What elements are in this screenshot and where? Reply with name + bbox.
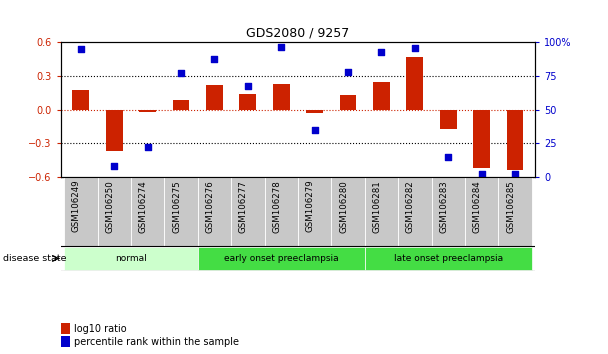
Text: GSM106283: GSM106283 bbox=[439, 180, 448, 233]
Bar bbox=[72, 90, 89, 110]
Text: GSM106280: GSM106280 bbox=[339, 180, 348, 233]
Bar bbox=[407, 57, 423, 110]
Bar bbox=[306, 110, 323, 113]
Bar bbox=[61, 336, 70, 347]
Point bbox=[343, 69, 353, 75]
FancyBboxPatch shape bbox=[298, 177, 331, 246]
FancyBboxPatch shape bbox=[64, 177, 97, 246]
Point bbox=[510, 171, 520, 177]
Point bbox=[309, 127, 319, 133]
FancyBboxPatch shape bbox=[331, 177, 365, 246]
FancyBboxPatch shape bbox=[198, 177, 231, 246]
Text: early onset preeclampsia: early onset preeclampsia bbox=[224, 254, 339, 263]
FancyBboxPatch shape bbox=[365, 247, 532, 270]
Text: GSM106284: GSM106284 bbox=[472, 180, 482, 233]
Bar bbox=[273, 84, 289, 110]
Bar bbox=[61, 323, 70, 334]
FancyBboxPatch shape bbox=[432, 177, 465, 246]
Text: GSM106278: GSM106278 bbox=[272, 180, 282, 233]
Point bbox=[210, 56, 219, 62]
Bar bbox=[506, 110, 523, 170]
FancyBboxPatch shape bbox=[198, 247, 365, 270]
Bar bbox=[473, 110, 490, 168]
FancyBboxPatch shape bbox=[64, 247, 198, 270]
FancyBboxPatch shape bbox=[365, 177, 398, 246]
Point bbox=[376, 49, 386, 55]
Text: percentile rank within the sample: percentile rank within the sample bbox=[74, 337, 238, 347]
Point bbox=[176, 70, 186, 76]
Point bbox=[243, 83, 253, 88]
Point bbox=[143, 144, 153, 150]
Bar bbox=[340, 95, 356, 110]
Point bbox=[477, 171, 486, 177]
Text: GSM106277: GSM106277 bbox=[239, 180, 248, 233]
FancyBboxPatch shape bbox=[499, 177, 532, 246]
Text: GSM106276: GSM106276 bbox=[206, 180, 215, 233]
Point bbox=[277, 44, 286, 49]
FancyBboxPatch shape bbox=[131, 177, 164, 246]
Text: GSM106279: GSM106279 bbox=[306, 180, 314, 232]
Text: GSM106250: GSM106250 bbox=[105, 180, 114, 233]
FancyBboxPatch shape bbox=[164, 177, 198, 246]
Text: GSM106275: GSM106275 bbox=[172, 180, 181, 233]
Text: late onset preeclampsia: late onset preeclampsia bbox=[393, 254, 503, 263]
Text: GSM106282: GSM106282 bbox=[406, 180, 415, 233]
FancyBboxPatch shape bbox=[264, 177, 298, 246]
Title: GDS2080 / 9257: GDS2080 / 9257 bbox=[246, 27, 350, 40]
Text: GSM106274: GSM106274 bbox=[139, 180, 148, 233]
Bar bbox=[206, 85, 223, 110]
Text: GSM106249: GSM106249 bbox=[72, 180, 81, 232]
FancyBboxPatch shape bbox=[398, 177, 432, 246]
FancyBboxPatch shape bbox=[231, 177, 264, 246]
Text: GSM106281: GSM106281 bbox=[373, 180, 381, 233]
Point bbox=[76, 46, 86, 52]
Bar bbox=[240, 94, 256, 110]
Bar bbox=[173, 100, 189, 110]
Text: disease state: disease state bbox=[3, 254, 66, 263]
FancyBboxPatch shape bbox=[465, 177, 499, 246]
Text: GSM106285: GSM106285 bbox=[506, 180, 515, 233]
Text: log10 ratio: log10 ratio bbox=[74, 324, 126, 334]
Text: normal: normal bbox=[115, 254, 147, 263]
Point bbox=[410, 45, 420, 51]
FancyBboxPatch shape bbox=[97, 177, 131, 246]
Bar bbox=[373, 82, 390, 110]
Point bbox=[109, 164, 119, 169]
Point bbox=[443, 154, 453, 160]
Bar bbox=[440, 110, 457, 129]
Bar bbox=[139, 110, 156, 112]
Bar bbox=[106, 110, 123, 151]
